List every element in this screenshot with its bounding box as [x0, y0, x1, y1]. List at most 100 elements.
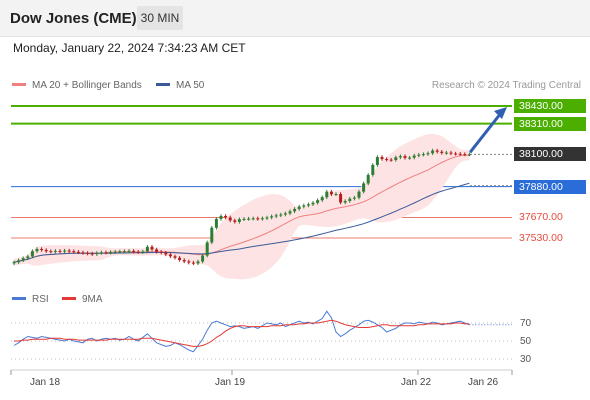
- ma20-swatch: [12, 82, 26, 86]
- legend-ma50-label: MA 50: [176, 80, 205, 91]
- candle-body: [316, 200, 320, 203]
- candle-body: [256, 218, 260, 220]
- chart-header: Dow Jones (CME) 30 MIN: [0, 0, 590, 37]
- candle-body: [380, 157, 384, 160]
- candle-body: [366, 174, 370, 184]
- candle-body: [26, 256, 30, 259]
- candle-body: [320, 197, 324, 201]
- candle-body: [196, 261, 200, 264]
- candle-body: [67, 250, 71, 252]
- candle-body: [219, 216, 223, 219]
- legend-ma50: MA 50: [156, 80, 204, 91]
- candle-body: [348, 198, 352, 202]
- level-label-37530: 37530.00: [519, 232, 563, 244]
- candle-body: [247, 218, 251, 220]
- candle-body: [362, 183, 366, 192]
- rsi-tick-50: 50: [520, 336, 532, 347]
- candle-body: [274, 215, 278, 217]
- candle-body: [228, 217, 232, 221]
- candle-body: [127, 250, 131, 252]
- candle-body: [394, 157, 398, 160]
- level-label-38100: 38100.00: [514, 147, 586, 162]
- candle-body: [159, 251, 163, 253]
- candle-body: [104, 252, 108, 254]
- candle-body: [357, 191, 361, 198]
- candle-body: [155, 249, 159, 252]
- candle-body: [435, 150, 439, 152]
- candle-body: [99, 252, 103, 254]
- legend-ma20-label: MA 20 + Bollinger Bands: [32, 80, 142, 91]
- candle-body: [12, 262, 16, 264]
- candle-body: [72, 251, 76, 253]
- candle-body: [122, 251, 126, 253]
- candle-body: [86, 252, 90, 254]
- level-label-38430: 38430.00: [514, 99, 586, 113]
- level-label-37670: 37670.00: [519, 211, 563, 224]
- legend-rsi-ma-label: 9MA: [82, 294, 103, 305]
- candle-body: [444, 152, 448, 154]
- candle-body: [385, 159, 389, 161]
- candle-body: [35, 249, 39, 252]
- candle-body: [30, 251, 34, 257]
- candle-body: [297, 206, 301, 209]
- candle-body: [150, 246, 154, 250]
- candle-body: [136, 251, 140, 253]
- rsi-line: [13, 310, 470, 353]
- candle-body: [283, 213, 287, 215]
- candle-body: [288, 211, 292, 214]
- legend-rsi-ma: 9MA: [62, 294, 103, 305]
- candle-body: [311, 202, 315, 205]
- credit-text: Research © 2024 Trading Central: [431, 80, 581, 91]
- candle-body: [214, 218, 218, 228]
- candle-body: [325, 191, 329, 198]
- candle-body: [265, 217, 269, 219]
- candle-body: [173, 256, 177, 258]
- candle-body: [95, 252, 99, 255]
- rsi-ma-swatch: [62, 296, 76, 300]
- candle-body: [440, 151, 444, 153]
- candle-body: [63, 250, 67, 252]
- x-tick-jan18: Jan 18: [30, 377, 61, 388]
- x-tick-jan19: Jan 19: [215, 377, 246, 388]
- candle-body: [233, 220, 237, 222]
- candle-body: [118, 251, 122, 253]
- candle-body: [109, 252, 113, 254]
- candle-body: [145, 246, 149, 252]
- rsi-swatch: [12, 296, 26, 300]
- rsi-ma-line: [14, 319, 470, 347]
- candle-body: [90, 253, 94, 255]
- ma50-swatch: [156, 82, 170, 86]
- x-tick-jan22: Jan 22: [401, 377, 432, 388]
- candle-body: [182, 260, 186, 262]
- legend-ma20: MA 20 + Bollinger Bands: [12, 80, 142, 91]
- candle-body: [40, 249, 44, 251]
- candle-body: [431, 150, 435, 154]
- candle-body: [242, 218, 246, 220]
- level-label-37880: 37880.00: [514, 179, 586, 194]
- rsi-tick-70: 70: [520, 318, 532, 329]
- candle-body: [343, 201, 347, 203]
- bollinger-band: [14, 133, 470, 280]
- candle-body: [210, 227, 214, 243]
- candle-body: [132, 250, 136, 252]
- candle-body: [463, 154, 467, 156]
- candle-body: [201, 255, 205, 262]
- candle-body: [449, 152, 453, 154]
- candle-body: [164, 252, 168, 255]
- candle-body: [21, 258, 25, 261]
- candle-body: [44, 250, 48, 252]
- candle-body: [293, 208, 297, 212]
- timeframe-button[interactable]: 30 MIN: [137, 6, 183, 30]
- candle-body: [412, 155, 416, 158]
- rsi-tick-30: 30: [520, 354, 532, 365]
- candle-body: [270, 216, 274, 218]
- timestamp: Monday, January 22, 2024 7:34:23 AM CET: [13, 41, 246, 55]
- candle-body: [454, 153, 458, 155]
- candle-body: [417, 154, 421, 156]
- candle-body: [426, 153, 430, 155]
- candle-body: [329, 191, 333, 195]
- candle-body: [306, 204, 310, 206]
- instrument-title: Dow Jones (CME): [10, 10, 137, 27]
- candle-body: [458, 153, 462, 155]
